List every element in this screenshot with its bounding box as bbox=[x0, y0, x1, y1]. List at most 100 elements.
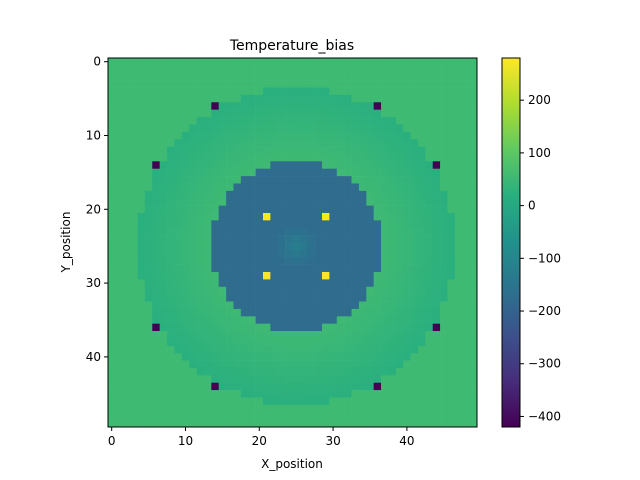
heatmap-cell bbox=[344, 205, 352, 214]
heatmap-cell bbox=[277, 338, 286, 347]
colorbar-tick-label: −400 bbox=[528, 409, 561, 423]
heatmap-cell bbox=[395, 390, 404, 398]
heatmap-cell bbox=[122, 419, 131, 428]
heatmap-cell bbox=[440, 279, 448, 288]
heatmap-cell bbox=[233, 161, 242, 169]
heatmap-cell bbox=[403, 279, 411, 288]
heatmap-cell bbox=[403, 117, 411, 125]
heatmap-cell bbox=[174, 227, 183, 236]
heatmap-cell bbox=[174, 139, 183, 147]
heatmap-cell bbox=[358, 353, 367, 361]
heatmap-cell bbox=[307, 176, 315, 184]
heatmap-cell bbox=[203, 375, 212, 384]
heatmap-cell bbox=[285, 367, 293, 376]
heatmap-cell bbox=[454, 131, 463, 140]
heatmap-cell bbox=[255, 102, 264, 110]
heatmap-cell bbox=[366, 94, 374, 103]
heatmap-cell bbox=[233, 168, 242, 177]
heatmap-cell bbox=[130, 279, 138, 288]
heatmap-cell bbox=[373, 94, 382, 103]
heatmap-cell bbox=[417, 382, 426, 391]
heatmap-cell bbox=[417, 183, 426, 192]
heatmap-cell bbox=[159, 183, 168, 192]
heatmap-cell bbox=[410, 65, 419, 74]
heatmap-cell bbox=[144, 205, 153, 214]
heatmap-cell bbox=[218, 205, 227, 214]
heatmap-cell bbox=[181, 308, 190, 317]
heatmap-cell bbox=[462, 176, 470, 184]
heatmap-cell bbox=[270, 382, 279, 391]
heatmap-cell bbox=[292, 360, 301, 369]
heatmap-cell bbox=[329, 168, 338, 177]
heatmap-cell bbox=[211, 190, 219, 199]
heatmap-cell bbox=[152, 212, 160, 221]
heatmap-cell bbox=[248, 72, 256, 81]
heatmap-cell bbox=[358, 375, 367, 384]
heatmap-cell bbox=[233, 257, 242, 265]
heatmap-cell bbox=[122, 58, 131, 66]
heatmap-cell bbox=[432, 131, 441, 140]
heatmap-cell bbox=[381, 419, 389, 428]
heatmap-cell bbox=[454, 257, 463, 265]
heatmap-cell bbox=[432, 367, 441, 376]
heatmap-cell bbox=[358, 161, 367, 169]
heatmap-cell bbox=[144, 353, 153, 361]
heatmap-cell bbox=[314, 94, 323, 103]
heatmap-cell bbox=[395, 235, 404, 243]
heatmap-cell bbox=[174, 205, 183, 214]
heatmap-cell bbox=[447, 94, 456, 103]
heatmap-cell bbox=[299, 331, 308, 339]
heatmap-cell bbox=[218, 72, 227, 81]
heatmap-cell bbox=[366, 412, 374, 420]
heatmap-cell bbox=[167, 235, 175, 243]
heatmap-cell bbox=[329, 80, 338, 88]
heatmap-cell bbox=[262, 109, 271, 118]
heatmap-cell bbox=[366, 338, 374, 347]
heatmap-cell bbox=[203, 279, 212, 288]
heatmap-cell bbox=[432, 58, 441, 66]
heatmap-cell bbox=[351, 139, 360, 147]
heatmap-cell bbox=[122, 205, 131, 214]
heatmap-cell bbox=[130, 146, 138, 155]
heatmap-cell bbox=[299, 227, 308, 236]
heatmap-cell bbox=[108, 161, 116, 169]
heatmap-cell bbox=[122, 404, 131, 413]
heatmap-cell bbox=[344, 279, 352, 288]
heatmap-cell bbox=[425, 161, 434, 169]
heatmap-cell bbox=[167, 190, 175, 199]
heatmap-cell bbox=[152, 102, 160, 110]
heatmap-cell bbox=[108, 390, 116, 398]
heatmap-cell bbox=[351, 397, 360, 406]
heatmap-cell bbox=[196, 257, 205, 265]
heatmap-cell bbox=[410, 212, 419, 221]
heatmap-cell bbox=[388, 242, 397, 251]
heatmap-cell bbox=[358, 124, 367, 133]
heatmap-cell bbox=[447, 109, 456, 118]
heatmap-cell bbox=[108, 235, 116, 243]
heatmap-cell bbox=[174, 117, 183, 125]
heatmap-cell bbox=[432, 168, 441, 177]
heatmap-cell bbox=[322, 220, 330, 229]
heatmap-cell bbox=[410, 139, 419, 147]
heatmap-cell bbox=[336, 286, 345, 295]
heatmap-cell bbox=[425, 294, 434, 302]
heatmap-cell bbox=[218, 168, 227, 177]
heatmap-cell bbox=[299, 168, 308, 177]
heatmap-cell bbox=[255, 294, 264, 302]
heatmap-cell bbox=[351, 65, 360, 74]
heatmap-cell bbox=[122, 279, 131, 288]
heatmap-cell bbox=[410, 272, 419, 280]
heatmap-cell bbox=[152, 316, 160, 324]
heatmap-cell bbox=[322, 235, 330, 243]
heatmap-cell bbox=[122, 308, 131, 317]
heatmap-cell bbox=[366, 308, 374, 317]
heatmap-cell bbox=[403, 183, 411, 192]
heatmap-cell bbox=[115, 87, 124, 96]
heatmap-cell bbox=[255, 272, 264, 280]
heatmap-cell bbox=[307, 264, 315, 273]
hot-spot-cell bbox=[262, 272, 271, 280]
heatmap-cell bbox=[469, 168, 478, 177]
heatmap-cell bbox=[122, 124, 131, 133]
heatmap-cell bbox=[447, 249, 456, 258]
